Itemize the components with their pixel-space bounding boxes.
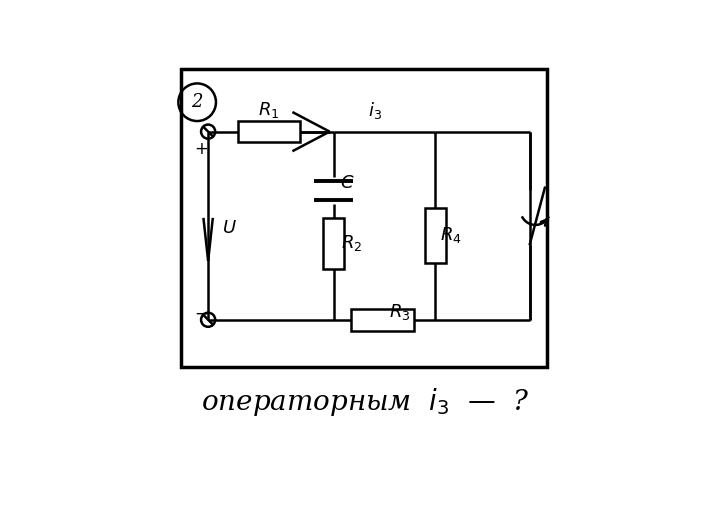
Text: $R_3$: $R_3$ bbox=[389, 302, 411, 322]
Bar bbox=[424, 208, 446, 263]
Bar bbox=[238, 121, 300, 143]
Text: $C$: $C$ bbox=[340, 174, 355, 191]
Bar bbox=[181, 69, 547, 367]
Bar bbox=[351, 309, 414, 330]
Text: $i_3$: $i_3$ bbox=[367, 100, 382, 121]
Text: −: − bbox=[194, 305, 208, 323]
Text: +: + bbox=[194, 140, 208, 158]
Text: 2: 2 bbox=[192, 93, 203, 111]
Text: $R_1$: $R_1$ bbox=[258, 100, 280, 120]
Text: операторным  $i_3$  —  ?: операторным $i_3$ — ? bbox=[201, 386, 529, 418]
Text: $R_2$: $R_2$ bbox=[340, 233, 362, 253]
Bar bbox=[323, 218, 345, 269]
Text: $U$: $U$ bbox=[222, 219, 237, 237]
Text: $R_4$: $R_4$ bbox=[440, 225, 462, 245]
